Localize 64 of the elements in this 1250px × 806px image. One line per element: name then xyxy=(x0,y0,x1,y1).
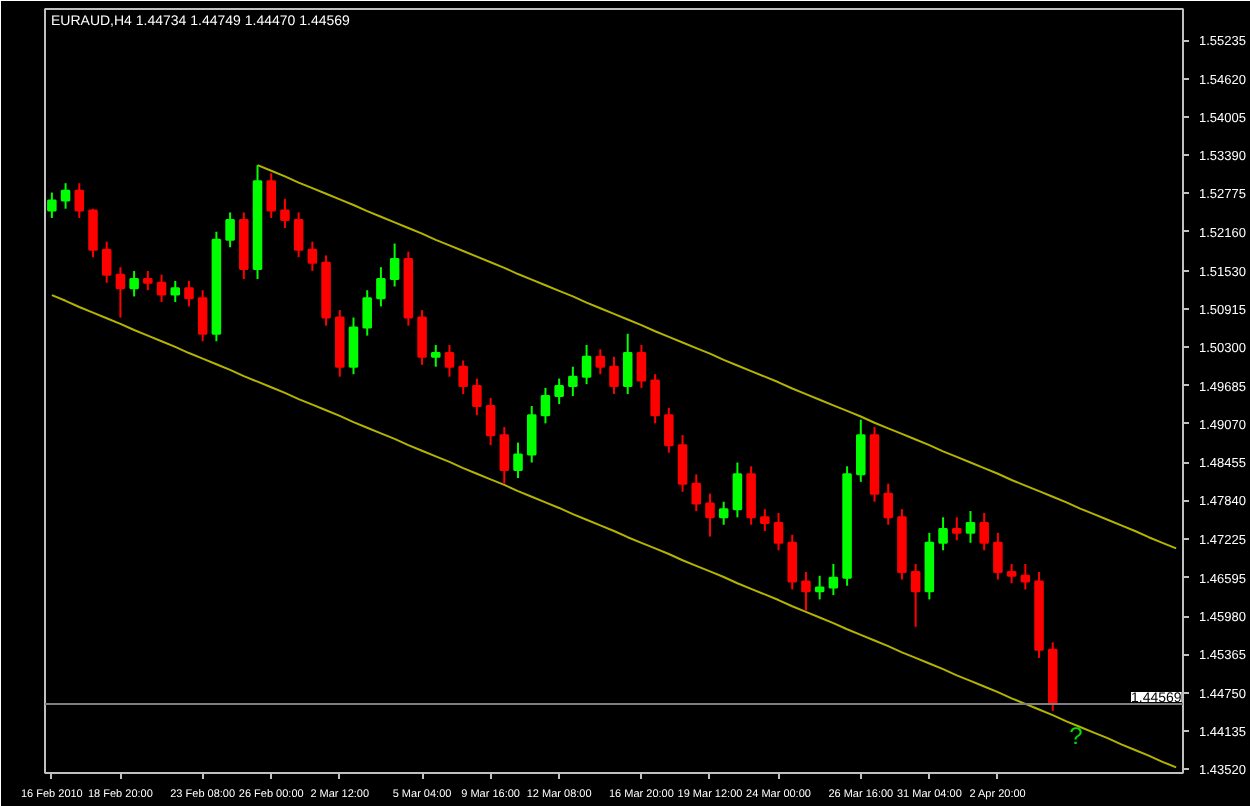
candlestick xyxy=(1020,562,1031,591)
candlestick xyxy=(280,197,290,229)
candlestick xyxy=(485,396,496,447)
candlestick xyxy=(664,406,674,454)
candlestick xyxy=(568,365,578,397)
candlestick xyxy=(197,289,208,343)
candlestick xyxy=(143,269,153,292)
candlestick xyxy=(581,343,592,386)
candlestick xyxy=(979,511,989,552)
candlestick xyxy=(47,191,57,220)
candlestick xyxy=(101,240,112,284)
candlestick xyxy=(965,510,976,544)
candlestick xyxy=(677,434,688,493)
candlestick xyxy=(636,343,647,389)
candlestick xyxy=(499,426,510,485)
candlestick xyxy=(938,516,948,552)
candlestick xyxy=(307,240,318,272)
candlestick xyxy=(156,273,167,304)
candlestick xyxy=(595,348,606,376)
candlestick xyxy=(115,266,126,319)
candlestick xyxy=(540,386,551,425)
candlestick xyxy=(554,377,564,406)
candlestick xyxy=(760,508,770,532)
candlestick xyxy=(266,172,276,220)
candlestick xyxy=(883,482,893,526)
candlestick xyxy=(801,571,811,612)
line-series xyxy=(256,164,1178,550)
line-series xyxy=(50,294,1178,769)
candlestick xyxy=(691,473,702,513)
candlestick xyxy=(718,500,729,526)
candlestick xyxy=(622,332,633,396)
candlestick xyxy=(362,289,372,337)
candlestick xyxy=(348,316,359,376)
candlestick xyxy=(170,279,181,304)
candlestick xyxy=(293,211,304,259)
candlestick xyxy=(705,492,715,538)
candlestick xyxy=(376,266,386,308)
candlestick xyxy=(444,343,455,378)
candlestick xyxy=(129,269,139,298)
candlestick xyxy=(513,441,523,480)
candlestick xyxy=(389,242,400,288)
candlestick xyxy=(526,404,537,464)
candlestick xyxy=(184,279,194,308)
annotation: ? xyxy=(1069,722,1084,751)
candlestick xyxy=(650,373,660,425)
candlestick xyxy=(773,511,784,552)
candlestick xyxy=(952,516,962,542)
candlestick xyxy=(828,562,839,597)
candlestick xyxy=(458,359,468,396)
candlestick xyxy=(472,377,482,417)
candlestick xyxy=(417,309,427,366)
candlestick xyxy=(430,343,441,368)
candlestick xyxy=(609,355,619,396)
candlestick xyxy=(856,418,866,483)
candlestick xyxy=(993,531,1003,581)
candlestick xyxy=(732,461,743,519)
candlestick xyxy=(746,465,756,526)
candlestick xyxy=(787,533,798,591)
candlestick xyxy=(60,182,71,210)
candlestick xyxy=(1006,562,1017,585)
candlestick xyxy=(74,182,85,220)
candlestick xyxy=(88,207,98,259)
candlestick xyxy=(225,211,235,249)
candlestick xyxy=(910,562,921,628)
